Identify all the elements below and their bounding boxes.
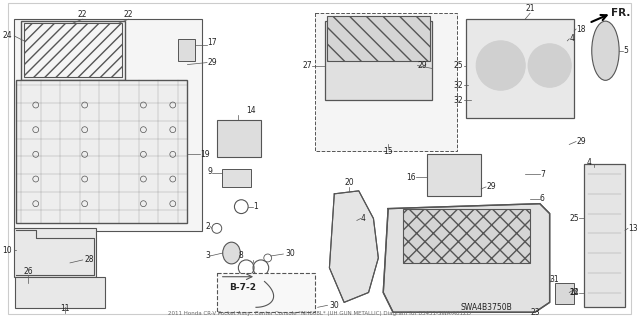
- Text: 29: 29: [576, 137, 586, 146]
- Text: 17: 17: [207, 38, 217, 47]
- Text: 22: 22: [124, 10, 134, 19]
- Bar: [24, 23, 122, 78]
- Text: 3: 3: [205, 251, 210, 261]
- Polygon shape: [330, 191, 378, 302]
- Text: 32: 32: [454, 96, 463, 105]
- Text: 4: 4: [569, 34, 574, 43]
- Text: 19: 19: [200, 150, 210, 159]
- Text: B-7-2: B-7-2: [230, 283, 257, 292]
- Text: 13: 13: [628, 224, 637, 233]
- Text: 26: 26: [23, 267, 33, 276]
- Text: 8: 8: [239, 251, 244, 260]
- Text: 14: 14: [246, 106, 256, 115]
- Text: 25: 25: [570, 214, 579, 223]
- Text: 2: 2: [205, 222, 210, 231]
- Bar: [403, 209, 530, 263]
- Text: 6: 6: [540, 194, 545, 203]
- Text: 18: 18: [576, 25, 586, 33]
- Text: 20: 20: [344, 178, 354, 187]
- Text: 7: 7: [540, 170, 545, 179]
- Ellipse shape: [223, 242, 241, 264]
- Text: 24: 24: [570, 288, 579, 297]
- Bar: [328, 16, 430, 61]
- Bar: [178, 39, 195, 61]
- Text: 16: 16: [406, 173, 415, 182]
- Ellipse shape: [592, 21, 619, 80]
- Text: 31: 31: [550, 275, 559, 284]
- Text: 25: 25: [454, 61, 463, 70]
- Bar: [554, 283, 574, 304]
- Text: 5: 5: [623, 46, 628, 55]
- Polygon shape: [383, 204, 550, 312]
- Text: 4: 4: [361, 214, 365, 223]
- Text: 11: 11: [60, 304, 70, 313]
- FancyBboxPatch shape: [14, 19, 202, 231]
- Text: 10: 10: [3, 246, 12, 255]
- Text: FR.: FR.: [611, 8, 630, 18]
- Circle shape: [528, 44, 571, 87]
- Bar: [221, 169, 251, 187]
- Text: 29: 29: [417, 61, 427, 70]
- Text: 32: 32: [454, 81, 463, 90]
- Text: 24: 24: [3, 32, 12, 41]
- Text: 21: 21: [525, 4, 535, 13]
- Bar: [217, 273, 315, 312]
- Bar: [428, 154, 481, 196]
- Bar: [21, 21, 125, 80]
- Bar: [217, 120, 261, 157]
- Circle shape: [476, 41, 525, 90]
- Bar: [315, 13, 457, 152]
- Bar: [324, 21, 432, 100]
- Text: 15: 15: [383, 147, 393, 156]
- Bar: [16, 80, 188, 223]
- Text: 27: 27: [302, 61, 312, 70]
- Text: SWA4B3750B: SWA4B3750B: [460, 303, 512, 312]
- Text: 2011 Honda CR-V Pocket Assy., Center Console *NH608L* (UH GUN METALLIC) Diagram : 2011 Honda CR-V Pocket Assy., Center Con…: [168, 311, 472, 316]
- Text: 29: 29: [486, 182, 495, 191]
- Text: 29: 29: [207, 58, 217, 67]
- Bar: [584, 164, 625, 307]
- Text: 22: 22: [78, 10, 88, 19]
- Text: 4: 4: [586, 158, 591, 167]
- Text: 30: 30: [330, 301, 339, 310]
- Text: 28: 28: [84, 256, 94, 264]
- Bar: [467, 19, 574, 118]
- Text: 1: 1: [253, 202, 258, 211]
- FancyBboxPatch shape: [15, 277, 105, 308]
- Text: 12: 12: [569, 288, 579, 297]
- FancyBboxPatch shape: [14, 228, 97, 277]
- Text: 9: 9: [207, 167, 212, 176]
- Text: 23: 23: [530, 308, 540, 317]
- Text: 30: 30: [285, 249, 295, 257]
